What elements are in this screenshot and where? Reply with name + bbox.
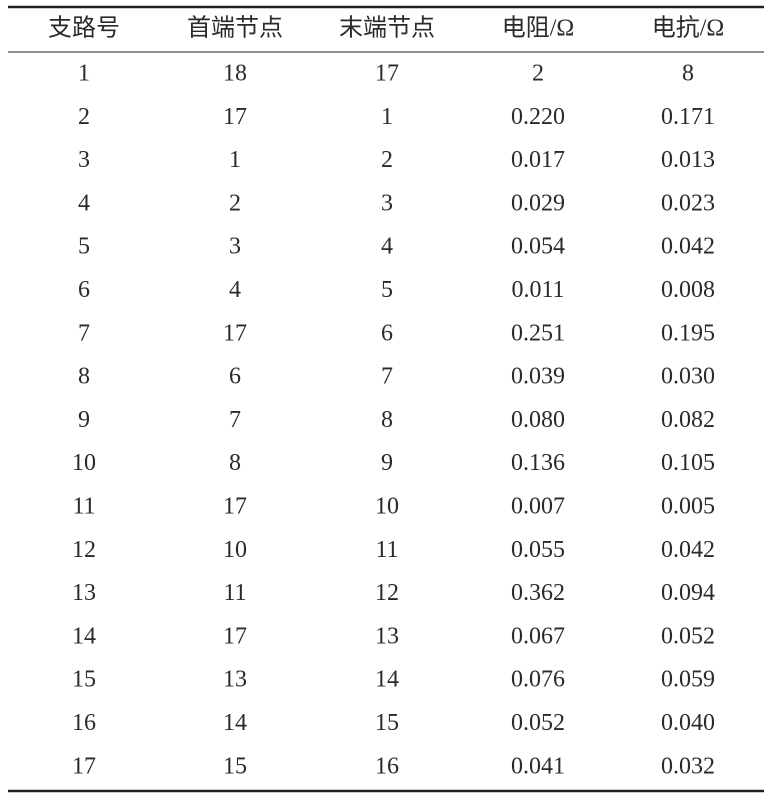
table-cell: 0.055 <box>511 537 565 563</box>
table-cell: 0.076 <box>511 667 565 693</box>
table-cell: 0.052 <box>511 710 565 736</box>
table-cell: 7 <box>78 320 90 346</box>
header-cell: 电抗/Ω <box>652 15 725 42</box>
table-cell: 0.039 <box>511 364 565 390</box>
table-cell: 4 <box>381 234 393 260</box>
table-cell: 17 <box>223 623 247 649</box>
table-cell: 0.011 <box>511 277 564 303</box>
table-cell: 15 <box>72 667 96 693</box>
table-cell: 14 <box>72 623 96 649</box>
table-cell: 13 <box>375 623 399 649</box>
table-cell: 17 <box>375 61 399 87</box>
table-cell: 0.041 <box>511 753 565 779</box>
table-cell: 0.362 <box>511 580 565 606</box>
table-cell: 0.171 <box>661 104 715 130</box>
header-cell: 电阻/Ω <box>502 15 575 42</box>
table-cell: 12 <box>375 580 399 606</box>
table-cell: 8 <box>381 407 393 433</box>
table-cell: 8 <box>78 364 90 390</box>
table-cell: 0.030 <box>661 364 715 390</box>
table-cell: 9 <box>78 407 90 433</box>
table-cell: 15 <box>223 753 247 779</box>
table-cell: 0.082 <box>661 407 715 433</box>
table-cell: 11 <box>375 537 398 563</box>
table-cell: 17 <box>223 494 247 520</box>
table-cell: 0.105 <box>661 450 715 476</box>
table-cell: 0.136 <box>511 450 565 476</box>
table-cell: 18 <box>223 61 247 87</box>
table-cell: 17 <box>72 753 96 779</box>
table-cell: 6 <box>381 320 393 346</box>
table-cell: 3 <box>381 190 393 216</box>
table-cell: 8 <box>682 61 694 87</box>
table-cell: 6 <box>229 364 241 390</box>
table-cell: 10 <box>72 450 96 476</box>
table-cell: 14 <box>223 710 247 736</box>
table-cell: 0.251 <box>511 320 565 346</box>
table-cell: 15 <box>375 710 399 736</box>
table-cell: 1 <box>229 147 241 173</box>
table-cell: 3 <box>229 234 241 260</box>
table-cell: 0.195 <box>661 320 715 346</box>
table-cell: 3 <box>78 147 90 173</box>
table-cell: 1 <box>381 104 393 130</box>
header-cell: 支路号 <box>48 15 120 42</box>
table-cell: 16 <box>72 710 96 736</box>
table-cell: 10 <box>223 537 247 563</box>
table-cell: 16 <box>375 753 399 779</box>
header-cell: 首端节点 <box>187 15 283 42</box>
table-cell: 0.040 <box>661 710 715 736</box>
table-cell: 13 <box>223 667 247 693</box>
table-cell: 5 <box>78 234 90 260</box>
table-cell: 4 <box>78 190 90 216</box>
table-cell: 14 <box>375 667 399 693</box>
table-cell: 0.059 <box>661 667 715 693</box>
table-cell: 11 <box>223 580 246 606</box>
table-cell: 1 <box>78 61 90 87</box>
table-cell: 7 <box>229 407 241 433</box>
table-cell: 2 <box>78 104 90 130</box>
table-cell: 6 <box>78 277 90 303</box>
table-cell: 2 <box>532 61 544 87</box>
table-cell: 2 <box>229 190 241 216</box>
table-cell: 0.008 <box>661 277 715 303</box>
table-cell: 0.005 <box>661 494 715 520</box>
table-cell: 5 <box>381 277 393 303</box>
table-cell: 8 <box>229 450 241 476</box>
table-cell: 0.220 <box>511 104 565 130</box>
table-cell: 9 <box>381 450 393 476</box>
table-cell: 10 <box>375 494 399 520</box>
table-cell: 0.013 <box>661 147 715 173</box>
table-cell: 0.017 <box>511 147 565 173</box>
table-cell: 11 <box>72 494 95 520</box>
table-cell: 0.029 <box>511 190 565 216</box>
table-cell: 0.094 <box>661 580 715 606</box>
table-cell: 13 <box>72 580 96 606</box>
table-cell: 17 <box>223 320 247 346</box>
table-cell: 0.054 <box>511 234 565 260</box>
table-cell: 7 <box>381 364 393 390</box>
table-cell: 0.023 <box>661 190 715 216</box>
table-cell: 17 <box>223 104 247 130</box>
table-cell: 12 <box>72 537 96 563</box>
table-cell: 0.042 <box>661 537 715 563</box>
table-cell: 0.052 <box>661 623 715 649</box>
table-cell: 0.007 <box>511 494 565 520</box>
table-cell: 0.080 <box>511 407 565 433</box>
table-cell: 0.067 <box>511 623 565 649</box>
header-cell: 末端节点 <box>339 15 435 42</box>
table-cell: 0.032 <box>661 753 715 779</box>
table-cell: 0.042 <box>661 234 715 260</box>
table-cell: 2 <box>381 147 393 173</box>
table-cell: 4 <box>229 277 241 303</box>
